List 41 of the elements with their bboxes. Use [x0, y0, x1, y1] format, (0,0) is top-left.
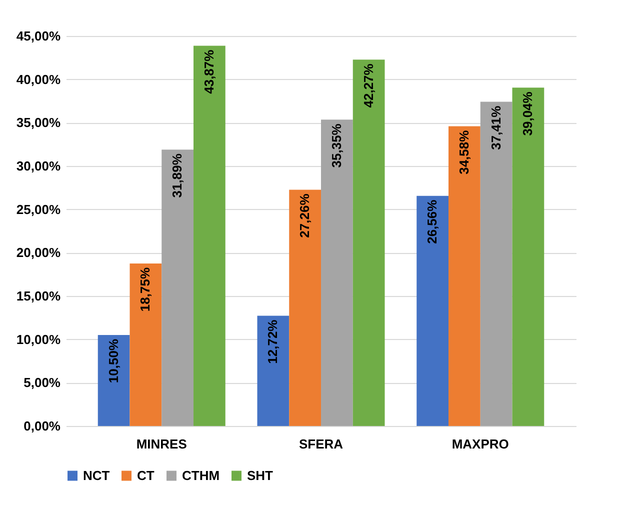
- bar: [130, 264, 162, 426]
- y-tick-label: 15,00%: [16, 288, 61, 304]
- y-tick-label: 0,00%: [24, 418, 61, 434]
- y-tick-label: 30,00%: [16, 158, 61, 174]
- data-label: 37,41%: [488, 105, 504, 150]
- bar: [321, 120, 353, 426]
- data-label: 39,04%: [520, 91, 536, 136]
- data-label: 31,89%: [170, 153, 185, 198]
- bar: [194, 46, 226, 426]
- bar: [98, 335, 130, 426]
- bar: [512, 88, 544, 426]
- legend-label: CTHM: [182, 468, 220, 483]
- x-tick-label: MAXPRO: [452, 436, 509, 452]
- data-label: 35,35%: [328, 123, 344, 168]
- y-tick-label: 35,00%: [16, 115, 61, 130]
- data-label: 18,75%: [138, 267, 153, 312]
- data-label: 12,72%: [265, 319, 280, 364]
- bar: [162, 150, 194, 426]
- legend-label: NCT: [83, 468, 110, 483]
- y-tick-label: 40,00%: [16, 72, 61, 87]
- data-label: 43,87%: [201, 49, 216, 94]
- legend-label: SHT: [247, 468, 274, 483]
- data-label: 34,58%: [456, 130, 472, 174]
- bar: [416, 196, 448, 426]
- x-tick-label: MINRES: [136, 436, 188, 452]
- y-tick-label: 5,00%: [24, 375, 61, 390]
- x-tick-label: SFERA: [298, 436, 344, 452]
- data-label: 27,26%: [297, 193, 312, 238]
- data-label: 42,27%: [360, 63, 376, 108]
- bar: [352, 60, 385, 426]
- data-label: 10,50%: [106, 338, 121, 384]
- y-tick-label: 20,00%: [16, 245, 61, 260]
- y-tick-label: 10,00%: [16, 332, 61, 347]
- bar: [480, 102, 512, 426]
- legend-label: CT: [137, 468, 154, 483]
- data-label: 26,56%: [424, 199, 440, 244]
- bar: [257, 316, 290, 426]
- y-tick-label: 25,00%: [16, 202, 61, 217]
- y-tick-label: 45,00%: [16, 28, 61, 44]
- bar: [448, 126, 480, 426]
- bar: [289, 190, 321, 426]
